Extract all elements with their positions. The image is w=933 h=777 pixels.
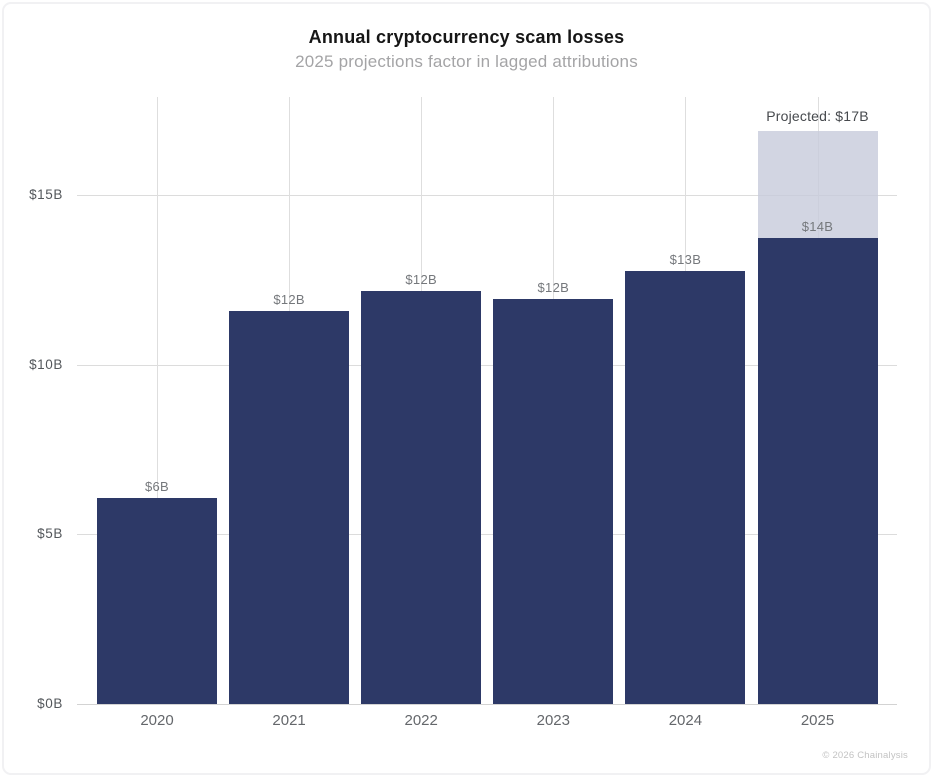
bar-value-label: $12B (537, 280, 570, 296)
y-axis-tick-label: $10B (29, 356, 63, 372)
bar-2020 (97, 498, 217, 704)
chart-title: Annual cryptocurrency scam losses (308, 27, 625, 47)
bar-value-label: $14B (801, 219, 834, 235)
y-axis-tick-label: $0B (37, 696, 63, 711)
bar-2021 (229, 311, 350, 704)
bar-2025 (757, 238, 878, 704)
x-axis-tick-label: 2023 (536, 712, 570, 729)
projected-value-label: Projected: $17B (766, 108, 869, 125)
bar-value-label: $12B (405, 272, 437, 288)
x-axis-tick-label: 2020 (140, 712, 174, 729)
y-gridline (77, 704, 897, 705)
bar-2024 (625, 271, 746, 704)
y-gridline (77, 195, 897, 197)
x-gridline (157, 97, 158, 704)
y-axis-tick-label: $15B (29, 187, 63, 203)
bar-value-label: $12B (273, 292, 305, 308)
x-axis-tick-label: 2025 (800, 712, 835, 729)
bar-value-label: $13B (669, 252, 702, 268)
plot-area: $0B $5B $10B $15B $6B 2020 $12B 2021 $12B 2022 $12… (29, 97, 897, 729)
y-gridline (77, 364, 897, 366)
bar-2023 (493, 299, 614, 704)
bar-2022 (361, 291, 482, 704)
x-axis-tick-label: 2022 (404, 712, 438, 729)
x-axis-tick-label: 2024 (668, 712, 703, 729)
x-axis-tick-label: 2021 (272, 712, 306, 729)
bar-projected-segment-2025 (757, 131, 878, 239)
chart-subtitle: 2025 projections factor in lagged attrib… (295, 52, 638, 71)
y-gridline (77, 534, 897, 536)
footer-credit: © 2026 Chainalysis (822, 750, 908, 761)
y-axis-tick-label: $5B (37, 526, 63, 542)
bar-value-label: $6B (144, 479, 170, 495)
